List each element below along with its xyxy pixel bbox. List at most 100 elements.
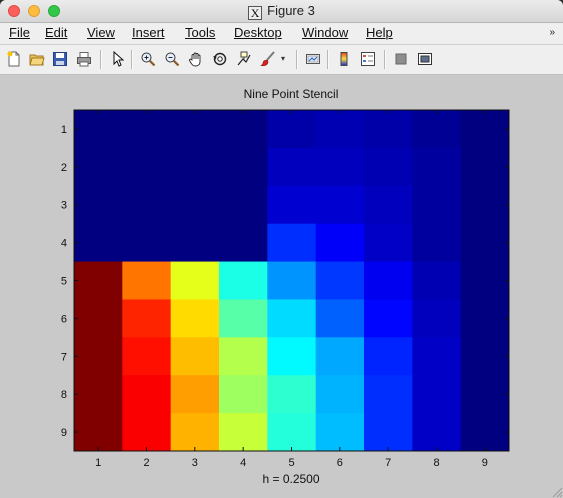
heatmap-cell — [219, 261, 268, 300]
heatmap-cell — [74, 185, 123, 225]
zoom-out-icon[interactable] — [163, 50, 181, 68]
heatmap-cell — [219, 413, 268, 452]
arrow-pointer-icon[interactable] — [108, 50, 126, 68]
x-tick-label: 3 — [192, 457, 198, 469]
figure-canvas[interactable]: Nine Point Stencil 1 2 3 4 5 6 7 8 9 1 2 3 4 5 6 7 8 9 h … — [0, 75, 563, 498]
menu-overflow-icon[interactable]: » — [549, 27, 555, 38]
heatmap-cell — [74, 110, 123, 149]
y-tick-label: 4 — [61, 238, 67, 250]
heatmap-cell — [364, 337, 413, 376]
heatmap-cell — [74, 337, 123, 376]
heatmap-cell — [170, 110, 220, 149]
heatmap-cell — [412, 337, 462, 376]
colorbar-icon[interactable] — [335, 50, 353, 68]
open-file-icon[interactable] — [28, 50, 46, 68]
legend-icon[interactable] — [359, 50, 377, 68]
heatmap-cell — [267, 299, 317, 338]
heatmap-cell — [74, 223, 123, 262]
zoom-in-icon[interactable] — [139, 50, 157, 68]
pan-hand-icon[interactable] — [187, 50, 205, 68]
heatmap-cell — [122, 110, 172, 149]
heatmap-cell — [219, 185, 268, 225]
menu-bar: File Edit View Insert Tools Desktop Wind… — [0, 23, 563, 45]
y-tick-label: 7 — [61, 351, 67, 363]
heatmap-cell — [267, 223, 317, 262]
x-tick-label: 8 — [433, 457, 439, 469]
heatmap-cell — [460, 110, 510, 149]
heatmap-cell — [170, 261, 220, 300]
heatmap-cell — [364, 413, 413, 452]
heatmap-cell — [122, 375, 172, 414]
menu-tools[interactable]: Tools — [185, 25, 216, 40]
heatmap-cell — [122, 337, 172, 376]
figure-toolbar: ▾ — [0, 45, 563, 75]
menu-window[interactable]: Window — [302, 25, 349, 40]
heatmap-cell — [315, 413, 365, 452]
heatmap-cell — [170, 299, 220, 338]
brush-dropdown-icon[interactable]: ▾ — [280, 54, 285, 63]
new-figure-icon[interactable] — [5, 50, 23, 68]
heatmap-cell — [170, 375, 220, 414]
heatmap-cell — [364, 261, 413, 300]
heatmap-cell — [219, 223, 268, 262]
heatmap-cell — [122, 185, 172, 225]
heatmap-cell — [170, 413, 220, 452]
heatmap-cell — [460, 147, 510, 187]
menu-file[interactable]: File — [9, 25, 30, 40]
link-plot-icon[interactable] — [304, 50, 322, 68]
heatmap-cell — [364, 223, 413, 262]
save-icon[interactable] — [51, 50, 69, 68]
menu-help[interactable]: Help — [366, 25, 393, 40]
menu-view[interactable]: View — [87, 25, 115, 40]
heatmap-cell — [460, 337, 510, 376]
heatmap-cell — [460, 223, 510, 262]
heatmap-cell — [412, 261, 462, 300]
title-bar[interactable]: X Figure 3 — [0, 0, 563, 23]
print-icon[interactable] — [75, 50, 93, 68]
heatmap-cell — [364, 299, 413, 338]
heatmap-plot[interactable]: Nine Point Stencil 1 2 3 4 5 6 7 8 9 1 2 3 4 5 6 7 8 9 h … — [0, 75, 563, 498]
brush-icon[interactable] — [259, 50, 277, 68]
data-cursor-icon[interactable] — [235, 50, 253, 68]
heatmap-cell — [122, 413, 172, 452]
heatmap-cell — [170, 223, 220, 262]
heatmap-cell — [219, 375, 268, 414]
heatmap-cell — [170, 185, 220, 225]
heatmap-cell — [267, 413, 317, 452]
toolbar-separator — [100, 50, 102, 69]
minimize-window-button[interactable] — [28, 5, 40, 17]
heatmap-cell — [412, 147, 462, 187]
show-plot-tools-icon[interactable] — [416, 50, 434, 68]
heatmap-cell — [267, 147, 317, 187]
heatmap-cell — [74, 375, 123, 414]
x-tick-label: 2 — [143, 457, 149, 469]
rotate-3d-icon[interactable] — [211, 50, 229, 68]
maximize-window-button[interactable] — [48, 5, 60, 17]
heatmap-cell — [460, 261, 510, 300]
menu-insert[interactable]: Insert — [132, 25, 165, 40]
heatmap-cell — [122, 261, 172, 300]
heatmap-cell — [364, 375, 413, 414]
window-title: Figure 3 — [267, 3, 315, 18]
heatmap-cell — [267, 110, 317, 149]
heatmap-cell — [219, 147, 268, 187]
heatmap-cell — [267, 337, 317, 376]
menu-desktop[interactable]: Desktop — [234, 25, 282, 40]
x-axis-label: h = 0.2500 — [262, 472, 319, 486]
heatmap-cell — [364, 110, 413, 149]
heatmap-cell — [460, 299, 510, 338]
x-tick-label: 1 — [95, 457, 101, 469]
heatmap-cell — [74, 261, 123, 300]
heatmap-cell — [315, 299, 365, 338]
heatmap-cell — [412, 185, 462, 225]
chart-title: Nine Point Stencil — [244, 87, 339, 101]
resize-grip-icon[interactable] — [549, 484, 563, 498]
menu-edit[interactable]: Edit — [45, 25, 68, 40]
y-tick-label: 5 — [61, 276, 67, 288]
close-window-button[interactable] — [8, 5, 20, 17]
hide-plot-tools-icon[interactable] — [392, 50, 410, 68]
heatmap-cell — [74, 147, 123, 187]
heatmap-cell — [74, 299, 123, 338]
x11-logo-icon: X — [248, 6, 263, 20]
